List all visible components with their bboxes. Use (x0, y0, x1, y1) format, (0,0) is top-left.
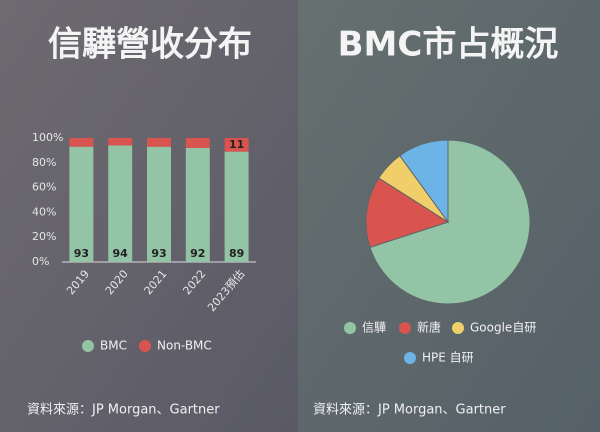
legend-swatch (82, 340, 94, 352)
bar-segment (185, 138, 210, 148)
legend-swatch (344, 322, 356, 334)
source: 資料來源：JP Morgan、Gartner (27, 403, 220, 418)
pie-slice (369, 139, 531, 305)
y-tick-label: 40% (32, 205, 56, 218)
y-tick-label: 100% (32, 131, 63, 144)
data-label: 89 (229, 247, 244, 260)
source: 資料來源：JP Morgan、Gartner (313, 403, 506, 418)
legend-label: 信驊 (362, 321, 386, 335)
legend-label: 新唐 (417, 320, 441, 335)
bar-segment (185, 147, 210, 262)
legend-swatch (452, 322, 464, 334)
bar-segment (108, 145, 133, 262)
bar-segment (224, 138, 249, 152)
legend-label: BMC (100, 339, 127, 353)
legend-swatch (139, 340, 151, 352)
bar-segment (147, 138, 171, 147)
bar-segment (224, 151, 249, 262)
y-tick-label: 80% (32, 156, 56, 169)
legend-swatch (399, 322, 411, 334)
legend-label: Non-BMC (157, 339, 212, 353)
data-label: 93 (151, 247, 166, 260)
data-label: 92 (190, 247, 205, 260)
legend-label: HPE 自研 (422, 351, 474, 365)
legend-label: Google自研 (470, 321, 536, 335)
bar-title: 信驊營收分布 (48, 25, 252, 65)
legend-swatch (404, 352, 416, 364)
pie-title: BMC市占概況 (338, 25, 559, 65)
data-label: 94 (113, 247, 129, 260)
bar-segment (69, 146, 94, 262)
bar-segment (147, 146, 171, 262)
y-tick-label: 0% (32, 255, 49, 268)
bar-segment (108, 138, 133, 146)
y-tick-label: 60% (32, 181, 56, 194)
data-label: 11 (229, 138, 244, 151)
pie-slice (399, 139, 449, 224)
pie-slice (365, 177, 450, 248)
data-label: 93 (74, 247, 89, 260)
y-tick-label: 20% (32, 230, 56, 243)
bar-segment (69, 138, 94, 147)
